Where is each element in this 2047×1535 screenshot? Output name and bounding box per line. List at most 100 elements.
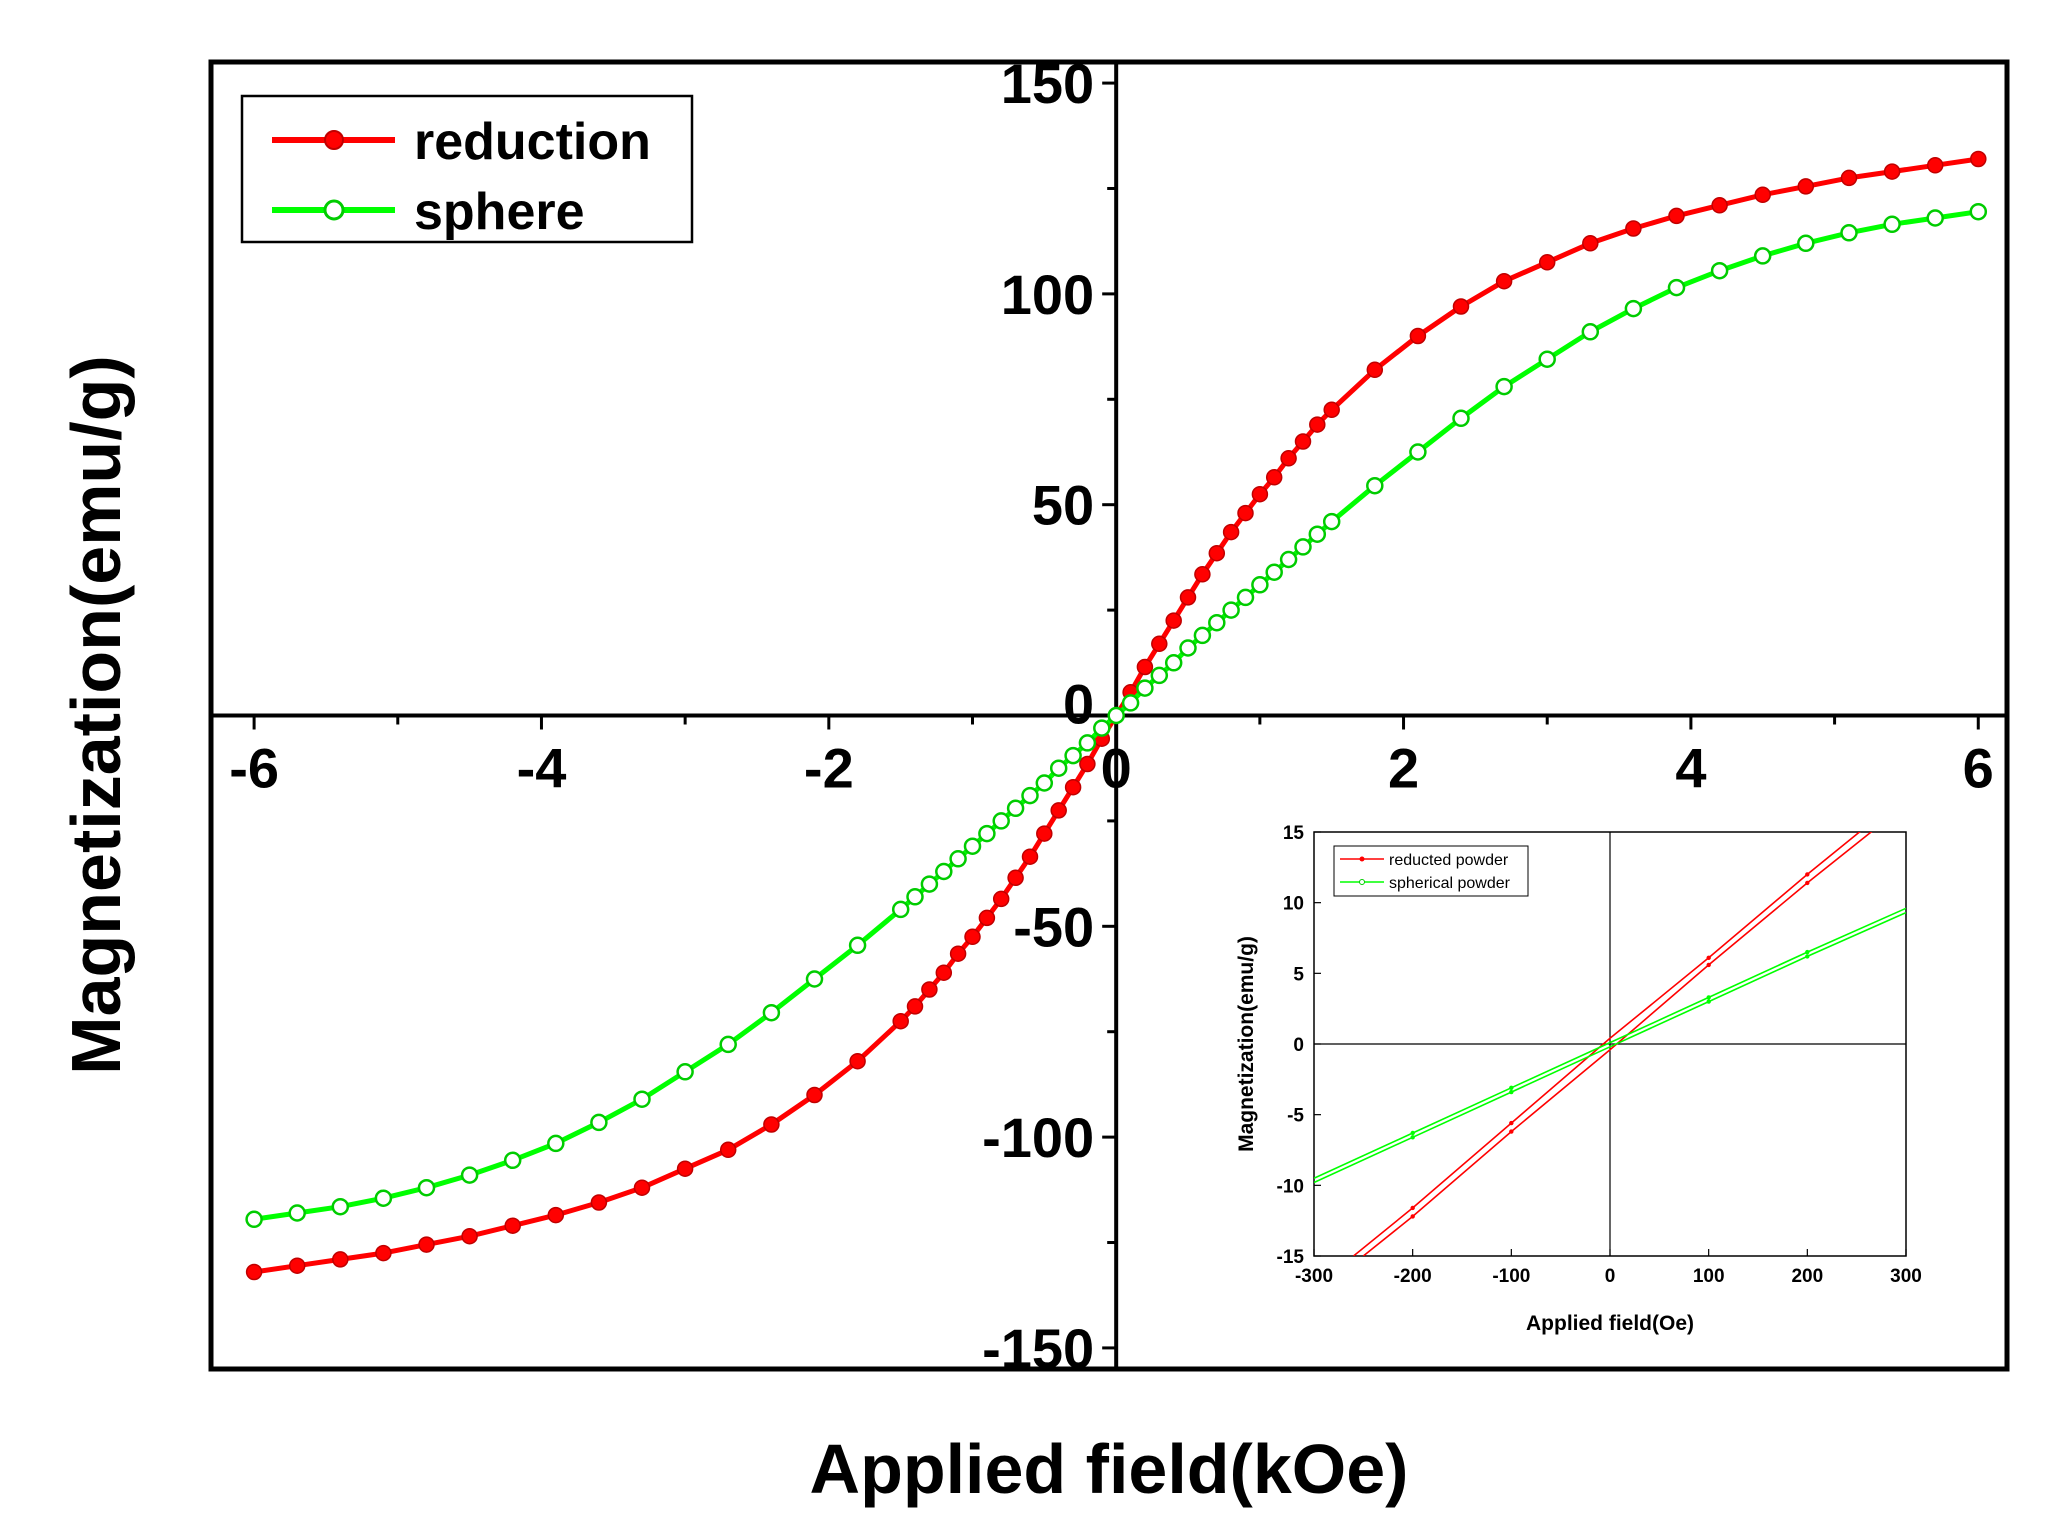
series-reduction-point <box>892 1012 909 1030</box>
main-x-tick-label: 2 <box>1388 737 1419 800</box>
series-reduction-point <box>1495 272 1513 290</box>
series-reduction-point <box>1309 416 1326 433</box>
series-sphere-point <box>1121 694 1140 712</box>
inset-x-axis-title: Applied field(Oe) <box>1526 1312 1694 1335</box>
inset-series-reducted-powder-point <box>1805 872 1810 877</box>
series-reduction-point <box>1136 658 1154 676</box>
series-reduction-point <box>1165 612 1182 629</box>
inset-legend-spherical-marker <box>1359 879 1365 885</box>
series-reduction-point <box>1050 802 1067 819</box>
inset-series-reducted-powder-point <box>1410 1205 1415 1211</box>
series-sphere-point <box>1840 224 1858 242</box>
series-reduction-point <box>1538 254 1556 271</box>
inset-y-axis-title: Magnetization(emu/g) <box>1235 936 1258 1152</box>
series-sphere-point <box>503 1151 522 1170</box>
main-y-tick-label: -150 <box>982 1317 1094 1380</box>
inset-legend-spherical-label: spherical powder <box>1389 875 1511 892</box>
inset-x-tick-label: -100 <box>1492 1266 1530 1287</box>
main-legend: reduction sphere <box>240 94 694 244</box>
series-sphere-point <box>245 1210 263 1229</box>
main-x-tick-label: -6 <box>229 737 279 800</box>
series-reduction-point <box>590 1194 608 1211</box>
series-sphere-point <box>1667 278 1686 297</box>
series-sphere-point <box>547 1134 565 1153</box>
main-x-tick-label: 6 <box>1963 737 1994 800</box>
series-reduction-point <box>1280 450 1297 467</box>
series-reduction-point <box>332 1251 349 1268</box>
inset-x-tick-label: 0 <box>1605 1266 1616 1287</box>
series-sphere-point <box>719 1035 737 1054</box>
series-sphere-point <box>1236 588 1255 607</box>
inset-x-tick-label: -300 <box>1295 1266 1333 1287</box>
series-sphere-point <box>1366 476 1384 495</box>
inset-legend-reducted-marker <box>1359 856 1365 862</box>
series-reduction-point <box>1294 433 1312 450</box>
series-sphere-point <box>1107 706 1125 725</box>
main-y-tick-label: 150 <box>1001 52 1094 115</box>
series-reduction-point <box>1064 778 1082 796</box>
main-x-tick-label: -4 <box>517 737 567 800</box>
series-sphere-point <box>374 1189 393 1207</box>
series-reduction-point <box>1926 157 1944 174</box>
series-reduction-point <box>676 1160 694 1177</box>
inset-series-reducted-powder-point <box>1706 962 1711 968</box>
series-sphere-point <box>949 850 967 868</box>
series-sphere-point <box>1150 666 1169 685</box>
inset-y-tick-label: 10 <box>1283 894 1304 915</box>
series-sphere-point <box>1179 639 1197 657</box>
series-sphere-point <box>1452 409 1470 428</box>
main-legend-box <box>240 94 694 244</box>
inset-series-reducted-powder-point <box>1509 1120 1514 1126</box>
series-reduction-point <box>1754 186 1771 204</box>
series-sphere-point <box>1251 576 1269 594</box>
inset-series-spherical-powder-point <box>1410 1130 1415 1136</box>
inset-y-tick-label: -5 <box>1287 1106 1304 1127</box>
series-reduction-point <box>1179 589 1197 606</box>
series-sphere-point <box>460 1166 479 1184</box>
series-sphere-point <box>1926 209 1944 227</box>
series-reduction-point <box>1323 401 1340 419</box>
series-reduction-point <box>1840 169 1858 187</box>
series-sphere-point <box>1753 247 1772 265</box>
series-sphere-point <box>1006 799 1025 818</box>
series-reduction-point <box>418 1236 435 1253</box>
inset-legend-box <box>1333 845 1529 897</box>
series-reduction-point <box>978 909 996 927</box>
series-reduction-point <box>1797 178 1815 195</box>
series-reduction-point <box>288 1257 306 1274</box>
series-sphere-point <box>762 1003 781 1022</box>
legend-reduction-marker <box>324 130 344 150</box>
main-x-tick-label: 0 <box>1101 737 1132 800</box>
series-reduction-point <box>935 964 953 981</box>
inset-legend: reducted powder spherical powder <box>1333 845 1529 897</box>
inset-series-spherical-powder-point <box>1509 1089 1514 1095</box>
series-sphere-point <box>1035 774 1054 792</box>
series-sphere-point <box>1294 538 1312 556</box>
inset-chart: -300 -200 -100 0 100 200 300 -15 -10 -5 0 5 10 15 App… <box>1235 823 1922 1335</box>
series-sphere-point <box>1322 512 1341 531</box>
series-reduction-point <box>992 890 1010 908</box>
series-sphere-point <box>1164 654 1183 672</box>
main-y-tick-label: 0 <box>1063 673 1094 736</box>
series-reduction-point <box>461 1227 478 1245</box>
series-sphere-point <box>1078 734 1097 752</box>
series-sphere-point <box>1797 234 1815 253</box>
inset-series-spherical-powder-point <box>1410 1135 1415 1140</box>
series-reduction-point <box>245 1263 263 1281</box>
series-reduction-point <box>906 998 924 1015</box>
series-sphere-point <box>1495 377 1513 396</box>
series-reduction-point <box>1668 207 1685 225</box>
inset-series-spherical-powder-point <box>1706 995 1711 1000</box>
series-sphere-point <box>1969 202 1988 221</box>
series-reduction-point <box>921 981 938 998</box>
series-sphere-point <box>1279 550 1298 569</box>
series-reduction-point <box>375 1244 392 1262</box>
main-x-axis-title: Applied field(kOe) <box>810 1430 1409 1508</box>
inset-axes <box>1313 831 1907 1257</box>
series-sphere-point <box>978 824 996 843</box>
series-reduction-point <box>1409 327 1427 345</box>
series-sphere-point <box>891 900 910 919</box>
series-reduction-point <box>1970 150 1987 168</box>
series-sphere-point <box>331 1197 350 1216</box>
